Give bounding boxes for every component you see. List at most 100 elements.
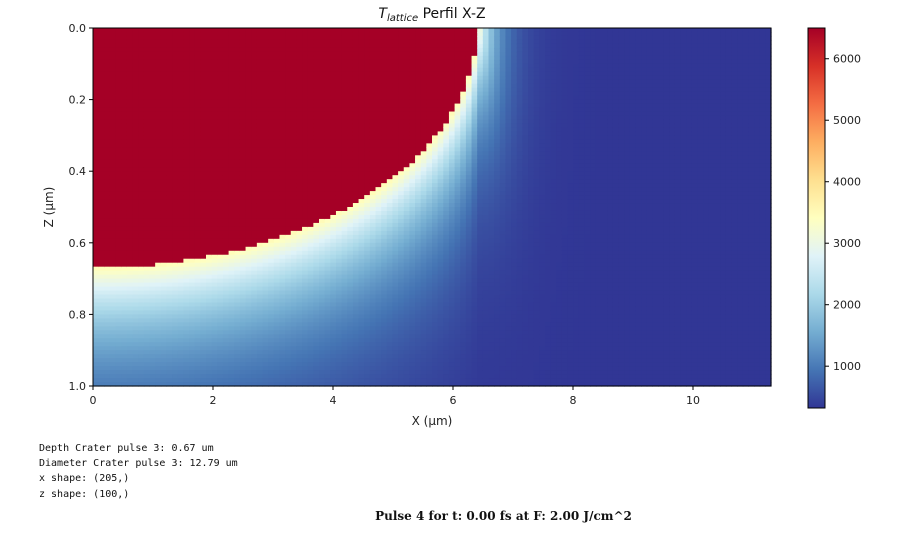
heatmap-cell [228,35,235,41]
heatmap-cell [273,302,281,308]
heatmap-cell [302,47,309,53]
heatmap-cell [234,306,241,312]
heatmap-cell [335,131,343,136]
heatmap-cell [143,258,151,264]
heatmap-cell [347,358,354,363]
heatmap-cell [358,382,365,387]
heatmap-cell [109,183,117,188]
heatmap-cell [347,59,354,65]
heatmap-cell [194,270,201,276]
heatmap-cell [138,326,145,331]
heatmap-cell [222,99,230,105]
heatmap-cell [121,266,128,272]
heatmap-cell [273,210,281,216]
heatmap-cell [222,131,230,136]
heatmap-cell [285,294,292,300]
heatmap-cell [256,322,264,327]
heatmap-cell [217,274,224,280]
heatmap-cell [335,350,343,355]
heatmap-cell [290,366,297,371]
heatmap-cell [347,298,354,304]
heatmap-cell [313,298,320,304]
heatmap-cell [392,326,399,331]
heatmap-cell [206,207,213,212]
heatmap-cell [285,314,292,319]
heatmap-cell [222,234,230,240]
heatmap-cell [211,155,218,160]
heatmap-cell [302,346,309,351]
heatmap-cell [330,374,337,379]
heatmap-cell [302,59,309,65]
heatmap-cell [279,67,286,73]
heatmap-cell [313,155,320,160]
heatmap-cell [279,350,286,355]
heatmap-cell [341,163,348,168]
heatmap-cell [206,278,213,284]
heatmap-cell [268,91,275,97]
heatmap-cell [324,99,331,105]
heatmap-cell [234,350,241,355]
heatmap-cell [324,222,331,228]
heatmap-cell [330,270,337,276]
heatmap-cell [228,195,235,200]
heatmap-cell [341,147,348,152]
heatmap-cell [121,278,128,284]
heatmap-cell [132,274,139,280]
heatmap-cell [115,51,122,57]
heatmap-cell [347,107,354,113]
heatmap-cell [155,218,162,224]
heatmap-cell [228,298,235,304]
heatmap-cell [143,75,151,81]
heatmap-cell [183,135,190,140]
heatmap-cell [341,31,348,37]
heatmap-cell [302,246,309,252]
heatmap-cell [285,378,292,383]
heatmap-cell [138,226,145,232]
heatmap-cell [183,334,190,339]
heatmap-cell [358,286,365,292]
heatmap-cell [217,167,224,172]
heatmap-cell [228,214,235,220]
heatmap-cell [302,115,309,121]
heatmap-cell [160,286,168,292]
heatmap-cell [149,278,156,284]
heatmap-cell [245,318,252,323]
heatmap-cell [302,151,309,156]
heatmap-cell [381,119,388,125]
heatmap-cell [296,163,303,168]
heatmap-cell [285,163,292,168]
heatmap-cell [302,230,309,236]
heatmap-cell [262,107,269,113]
heatmap-cell [234,107,241,113]
heatmap-cell [189,334,196,339]
heatmap-cell [172,31,179,37]
heatmap-cell [98,203,105,208]
heatmap-cell [330,139,337,144]
heatmap-cell [324,250,331,256]
heatmap-cell [403,111,410,117]
heatmap-cell [200,298,207,304]
heatmap-cell [234,195,241,200]
heatmap-cell [347,67,354,73]
heatmap-cell [273,282,281,288]
heatmap-cell [313,354,320,359]
heatmap-cell [268,362,275,367]
heatmap-cell [347,151,354,156]
heatmap-cell [273,28,281,33]
heatmap-cell [398,274,405,280]
heatmap-cell [319,366,326,371]
heatmap-cell [228,350,235,355]
heatmap-cell [138,318,145,323]
heatmap-cell [109,203,117,208]
heatmap-cell [121,55,128,61]
heatmap-cell [189,147,196,152]
heatmap-cell [381,135,388,140]
heatmap-cell [285,374,292,379]
heatmap-cell [273,342,281,347]
heatmap-cell [160,278,168,284]
heatmap-cell [251,43,258,49]
heatmap-cell [403,83,410,89]
heatmap-cell [172,147,179,152]
heatmap-cell [155,87,162,93]
heatmap-cell [211,123,218,129]
